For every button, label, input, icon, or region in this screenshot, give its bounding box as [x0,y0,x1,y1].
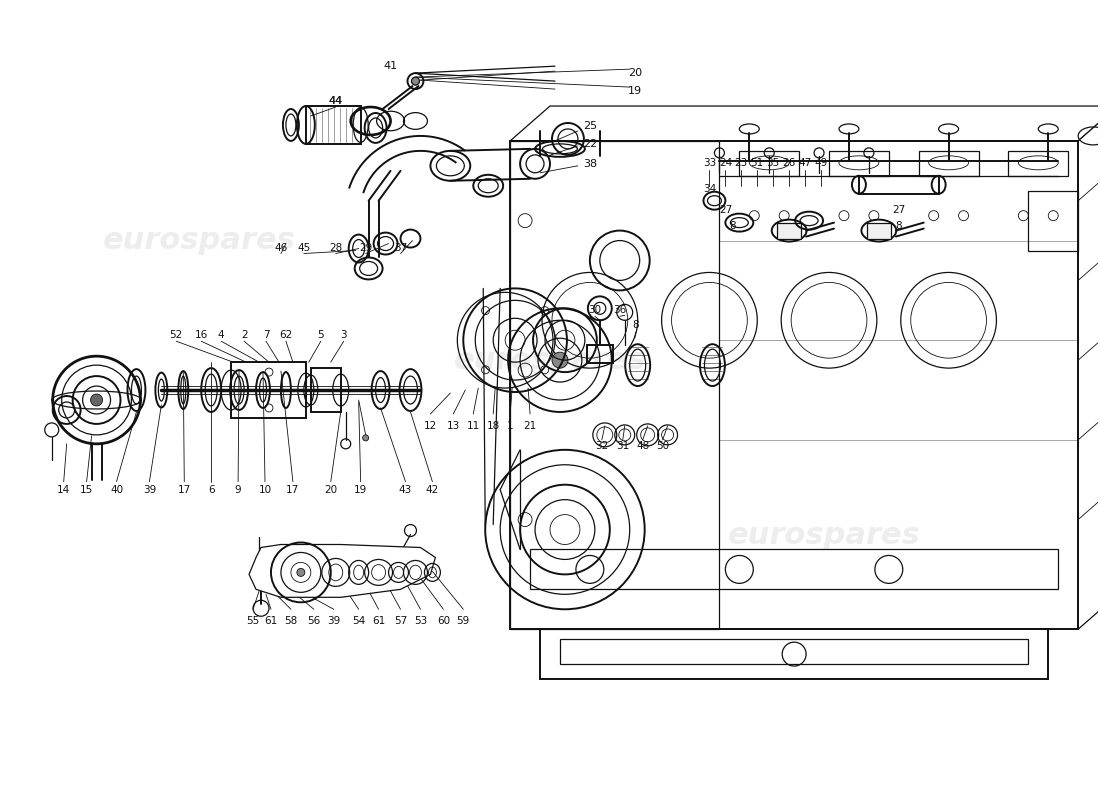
Text: 39: 39 [327,616,340,626]
Text: 2: 2 [241,330,248,340]
Text: 61: 61 [264,616,277,626]
Text: 17: 17 [177,485,191,494]
Bar [311,368,341,412]
Text: 37: 37 [394,242,407,253]
Bar [918,151,979,176]
Bar [530,550,1058,590]
Text: 19: 19 [628,86,641,96]
Text: 58: 58 [284,616,297,626]
Text: 22: 22 [583,139,597,149]
Text: eurospares: eurospares [102,226,296,255]
Text: 41: 41 [384,61,397,71]
Text: 10: 10 [258,485,272,494]
Text: 25: 25 [583,121,597,131]
Text: 43: 43 [399,485,412,494]
Text: 18: 18 [486,421,499,431]
Text: 27: 27 [892,205,905,214]
Bar [739,151,799,176]
Text: 3: 3 [340,330,346,340]
Text: 27: 27 [718,205,732,214]
Text: 38: 38 [583,159,597,169]
Text: 30: 30 [588,306,602,315]
Text: 44: 44 [329,96,343,106]
Text: 31: 31 [616,441,629,451]
Text: 7: 7 [263,330,270,340]
Bar [510,141,1078,630]
Text: eurospares: eurospares [728,521,921,550]
Bar [829,151,889,176]
Text: 36: 36 [613,306,626,315]
Text: 35: 35 [767,158,780,168]
Bar [510,141,719,630]
Text: 60: 60 [437,616,450,626]
Text: 47: 47 [799,158,812,168]
Text: 15: 15 [80,485,94,494]
Text: 19: 19 [354,485,367,494]
Text: 4: 4 [218,330,224,340]
Text: 14: 14 [57,485,70,494]
Text: 46: 46 [274,242,287,253]
Circle shape [552,352,568,368]
Text: 45: 45 [297,242,310,253]
Text: 48: 48 [636,441,649,451]
Text: 17: 17 [286,485,299,494]
Text: 62: 62 [279,330,293,340]
Text: 51: 51 [750,158,763,168]
Text: 1: 1 [507,421,514,431]
Text: 16: 16 [195,330,208,340]
Text: 44: 44 [329,96,343,106]
Bar [1028,190,1078,250]
Text: 42: 42 [426,485,439,494]
Bar [231,362,306,418]
Bar [306,106,361,144]
Text: 8: 8 [729,221,736,230]
Text: 11: 11 [466,421,480,431]
Circle shape [363,435,368,441]
Text: 20: 20 [628,68,641,78]
Text: 8: 8 [632,320,639,330]
Polygon shape [249,545,436,598]
Bar [778,222,801,238]
Bar [540,630,1048,679]
Circle shape [90,394,102,406]
Text: 55: 55 [246,616,260,626]
Text: 24: 24 [718,158,732,168]
Text: 56: 56 [307,616,320,626]
Text: 39: 39 [143,485,156,494]
Text: 34: 34 [703,184,716,194]
Circle shape [297,569,305,576]
Bar [867,222,891,238]
Text: 9: 9 [234,485,241,494]
Text: 61: 61 [372,616,385,626]
Text: 21: 21 [524,421,537,431]
Text: 12: 12 [424,421,437,431]
Polygon shape [510,106,1100,141]
Text: 6: 6 [208,485,214,494]
Text: 49: 49 [814,158,827,168]
Text: 54: 54 [352,616,365,626]
Text: 50: 50 [656,441,669,451]
Bar [587,345,613,363]
Text: 20: 20 [324,485,338,494]
Text: 40: 40 [110,485,123,494]
Text: 52: 52 [169,330,183,340]
Text: 8: 8 [895,221,902,230]
Text: 23: 23 [735,158,748,168]
Text: 28: 28 [329,242,342,253]
Text: 33: 33 [703,158,716,168]
Text: 53: 53 [414,616,427,626]
Text: 57: 57 [394,616,407,626]
Bar [1009,151,1068,176]
Circle shape [411,77,419,85]
Text: 59: 59 [456,616,470,626]
Text: 32: 32 [595,441,608,451]
Bar [560,639,1028,664]
Text: 13: 13 [447,421,460,431]
Text: 26: 26 [782,158,795,168]
Bar [859,176,938,194]
Polygon shape [1078,106,1100,630]
Text: 5: 5 [318,330,324,340]
Text: 29: 29 [359,242,372,253]
Text: eurospares: eurospares [453,346,647,374]
